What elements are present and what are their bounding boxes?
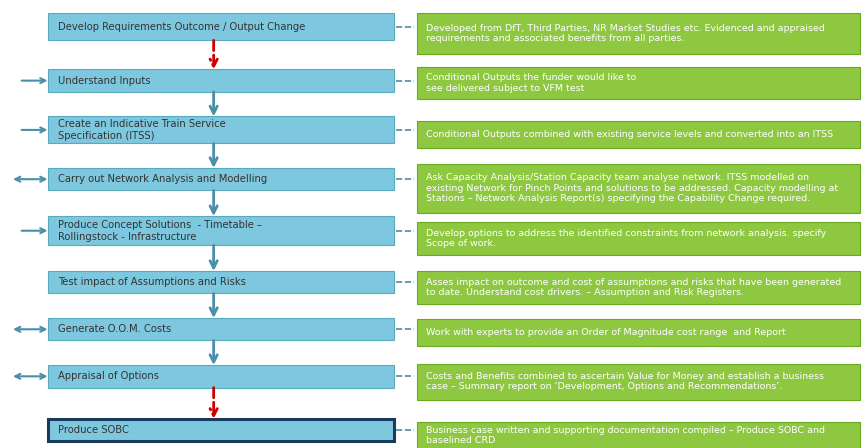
FancyBboxPatch shape xyxy=(48,365,394,388)
Text: Produce SOBC: Produce SOBC xyxy=(58,425,129,435)
FancyBboxPatch shape xyxy=(417,364,860,400)
FancyBboxPatch shape xyxy=(417,13,860,54)
FancyBboxPatch shape xyxy=(417,271,860,305)
Text: Conditional Outputs combined with existing service levels and converted into an : Conditional Outputs combined with existi… xyxy=(426,130,833,139)
FancyBboxPatch shape xyxy=(417,164,860,213)
Text: Costs and Benefits combined to ascertain Value for Money and establish a busines: Costs and Benefits combined to ascertain… xyxy=(426,372,823,392)
FancyBboxPatch shape xyxy=(48,168,394,190)
FancyBboxPatch shape xyxy=(48,116,394,143)
FancyBboxPatch shape xyxy=(48,216,394,246)
FancyBboxPatch shape xyxy=(417,67,860,99)
FancyBboxPatch shape xyxy=(417,121,860,148)
FancyBboxPatch shape xyxy=(417,319,860,346)
FancyBboxPatch shape xyxy=(417,221,860,255)
Text: Create an Indicative Train Service
Specification (ITSS): Create an Indicative Train Service Speci… xyxy=(58,119,226,141)
FancyBboxPatch shape xyxy=(48,271,394,293)
Text: Develop options to address the identified constraints from network analysis. spe: Develop options to address the identifie… xyxy=(426,228,826,248)
Text: Developed from DfT, Third Parties, NR Market Studies etc. Evidenced and appraise: Developed from DfT, Third Parties, NR Ma… xyxy=(426,24,824,43)
Text: Understand Inputs: Understand Inputs xyxy=(58,76,151,86)
FancyBboxPatch shape xyxy=(48,69,394,92)
FancyBboxPatch shape xyxy=(48,419,394,441)
Text: Ask Capacity Analysis/Station Capacity team analyse network. ITSS modelled on
ex: Ask Capacity Analysis/Station Capacity t… xyxy=(426,173,837,203)
Text: Asses impact on outcome and cost of assumptions and risks that have been generat: Asses impact on outcome and cost of assu… xyxy=(426,278,841,297)
Text: Generate O.O.M. Costs: Generate O.O.M. Costs xyxy=(58,324,171,334)
Text: Produce Concept Solutions  - Timetable –
Rollingstock - Infrastructure: Produce Concept Solutions - Timetable – … xyxy=(58,220,262,241)
Text: Test impact of Assumptions and Risks: Test impact of Assumptions and Risks xyxy=(58,277,246,287)
Text: Carry out Network Analysis and Modelling: Carry out Network Analysis and Modelling xyxy=(58,174,267,184)
Text: Conditional Outputs the funder would like to
see delivered subject to VFM test: Conditional Outputs the funder would lik… xyxy=(426,73,636,93)
FancyBboxPatch shape xyxy=(48,318,394,340)
Text: Appraisal of Options: Appraisal of Options xyxy=(58,371,159,381)
Text: Business case written and supporting documentation compiled – Produce SOBC and
b: Business case written and supporting doc… xyxy=(426,426,824,445)
Text: Work with experts to provide an Order of Magnitude cost range  and Report: Work with experts to provide an Order of… xyxy=(426,328,785,337)
FancyBboxPatch shape xyxy=(48,13,394,40)
FancyBboxPatch shape xyxy=(417,422,860,448)
Text: Develop Requirements Outcome / Output Change: Develop Requirements Outcome / Output Ch… xyxy=(58,22,305,32)
